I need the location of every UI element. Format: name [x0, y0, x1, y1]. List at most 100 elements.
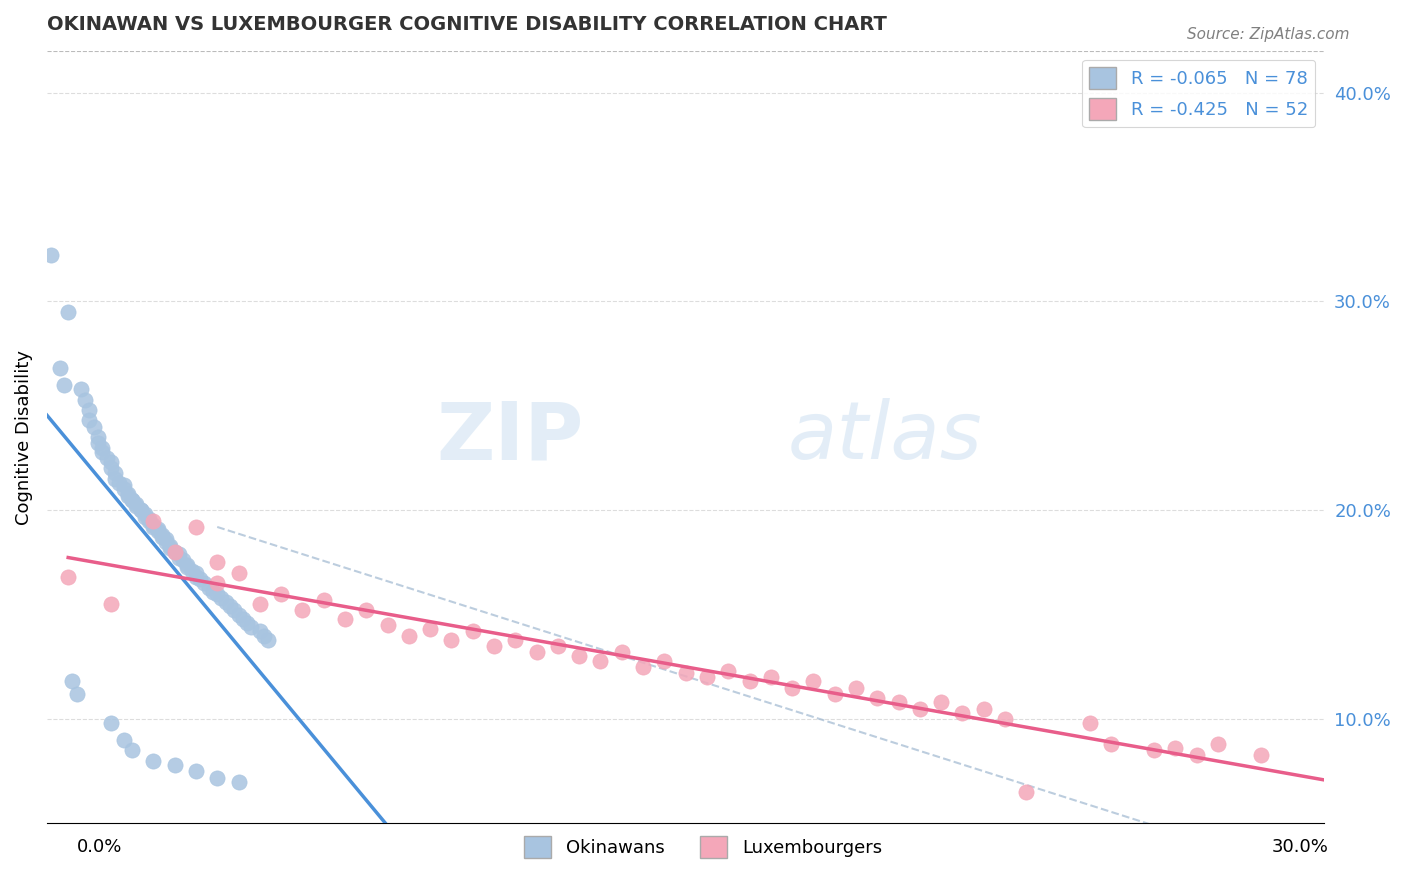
Point: [215, 595, 238, 609]
Point: [112, 733, 135, 747]
Point: [138, 514, 160, 528]
Point: [70, 382, 93, 396]
Point: [270, 587, 292, 601]
Point: [100, 455, 122, 469]
Point: [994, 712, 1017, 726]
Point: [91, 441, 114, 455]
Point: [180, 564, 202, 578]
Point: [188, 572, 211, 586]
Point: [134, 509, 156, 524]
Point: [1185, 747, 1208, 762]
Point: [184, 570, 207, 584]
Point: [398, 628, 420, 642]
Point: [159, 539, 181, 553]
Text: ZIP: ZIP: [436, 398, 583, 476]
Point: [52, 378, 75, 392]
Point: [1015, 785, 1038, 799]
Point: [845, 681, 868, 695]
Point: [205, 771, 228, 785]
Legend: R = -0.065   N = 78, R = -0.425   N = 52: R = -0.065 N = 78, R = -0.425 N = 52: [1083, 60, 1316, 128]
Point: [100, 597, 122, 611]
Point: [419, 622, 441, 636]
Point: [240, 620, 263, 634]
Point: [610, 645, 633, 659]
Point: [482, 639, 505, 653]
Point: [104, 466, 127, 480]
Point: [205, 576, 228, 591]
Point: [146, 522, 169, 536]
Point: [155, 534, 177, 549]
Point: [79, 413, 101, 427]
Point: [125, 499, 148, 513]
Point: [117, 486, 139, 500]
Point: [184, 520, 207, 534]
Point: [100, 461, 122, 475]
Point: [163, 545, 186, 559]
Point: [205, 556, 228, 570]
Point: [129, 503, 152, 517]
Point: [39, 248, 62, 262]
Point: [224, 603, 246, 617]
Point: [232, 612, 254, 626]
Y-axis label: Cognitive Disability: Cognitive Disability: [15, 350, 32, 524]
Point: [150, 528, 173, 542]
Point: [631, 660, 654, 674]
Point: [780, 681, 803, 695]
Point: [505, 632, 527, 647]
Point: [866, 691, 889, 706]
Point: [138, 511, 160, 525]
Point: [887, 695, 910, 709]
Point: [117, 489, 139, 503]
Point: [146, 524, 169, 538]
Point: [121, 492, 143, 507]
Text: Source: ZipAtlas.com: Source: ZipAtlas.com: [1187, 27, 1350, 42]
Point: [184, 566, 207, 580]
Point: [205, 587, 228, 601]
Point: [79, 403, 101, 417]
Point: [142, 520, 165, 534]
Point: [253, 628, 276, 642]
Text: atlas: atlas: [787, 398, 983, 476]
Point: [675, 666, 697, 681]
Point: [121, 743, 143, 757]
Point: [75, 392, 97, 407]
Point: [163, 545, 186, 559]
Point: [759, 670, 782, 684]
Point: [150, 530, 173, 544]
Point: [738, 674, 761, 689]
Point: [312, 593, 335, 607]
Point: [142, 754, 165, 768]
Point: [56, 305, 79, 319]
Point: [929, 695, 952, 709]
Point: [112, 478, 135, 492]
Legend: Okinawans, Luxembourgers: Okinawans, Luxembourgers: [517, 829, 889, 865]
Point: [62, 674, 84, 689]
Point: [1078, 716, 1101, 731]
Text: 0.0%: 0.0%: [77, 838, 122, 856]
Text: OKINAWAN VS LUXEMBOURGER COGNITIVE DISABILITY CORRELATION CHART: OKINAWAN VS LUXEMBOURGER COGNITIVE DISAB…: [46, 15, 887, 34]
Point: [908, 701, 931, 715]
Point: [184, 764, 207, 779]
Point: [589, 654, 612, 668]
Point: [155, 533, 177, 547]
Point: [249, 597, 271, 611]
Point: [249, 624, 271, 639]
Point: [1164, 741, 1187, 756]
Point: [1250, 747, 1272, 762]
Point: [973, 701, 995, 715]
Point: [803, 674, 825, 689]
Point: [129, 503, 152, 517]
Point: [291, 603, 314, 617]
Point: [176, 558, 198, 572]
Point: [257, 632, 280, 647]
Point: [48, 361, 70, 376]
Point: [1206, 737, 1229, 751]
Point: [526, 645, 548, 659]
Point: [356, 603, 378, 617]
Point: [952, 706, 974, 720]
Point: [142, 517, 165, 532]
Point: [83, 419, 105, 434]
Point: [1101, 737, 1123, 751]
Point: [228, 566, 250, 580]
Point: [112, 483, 135, 497]
